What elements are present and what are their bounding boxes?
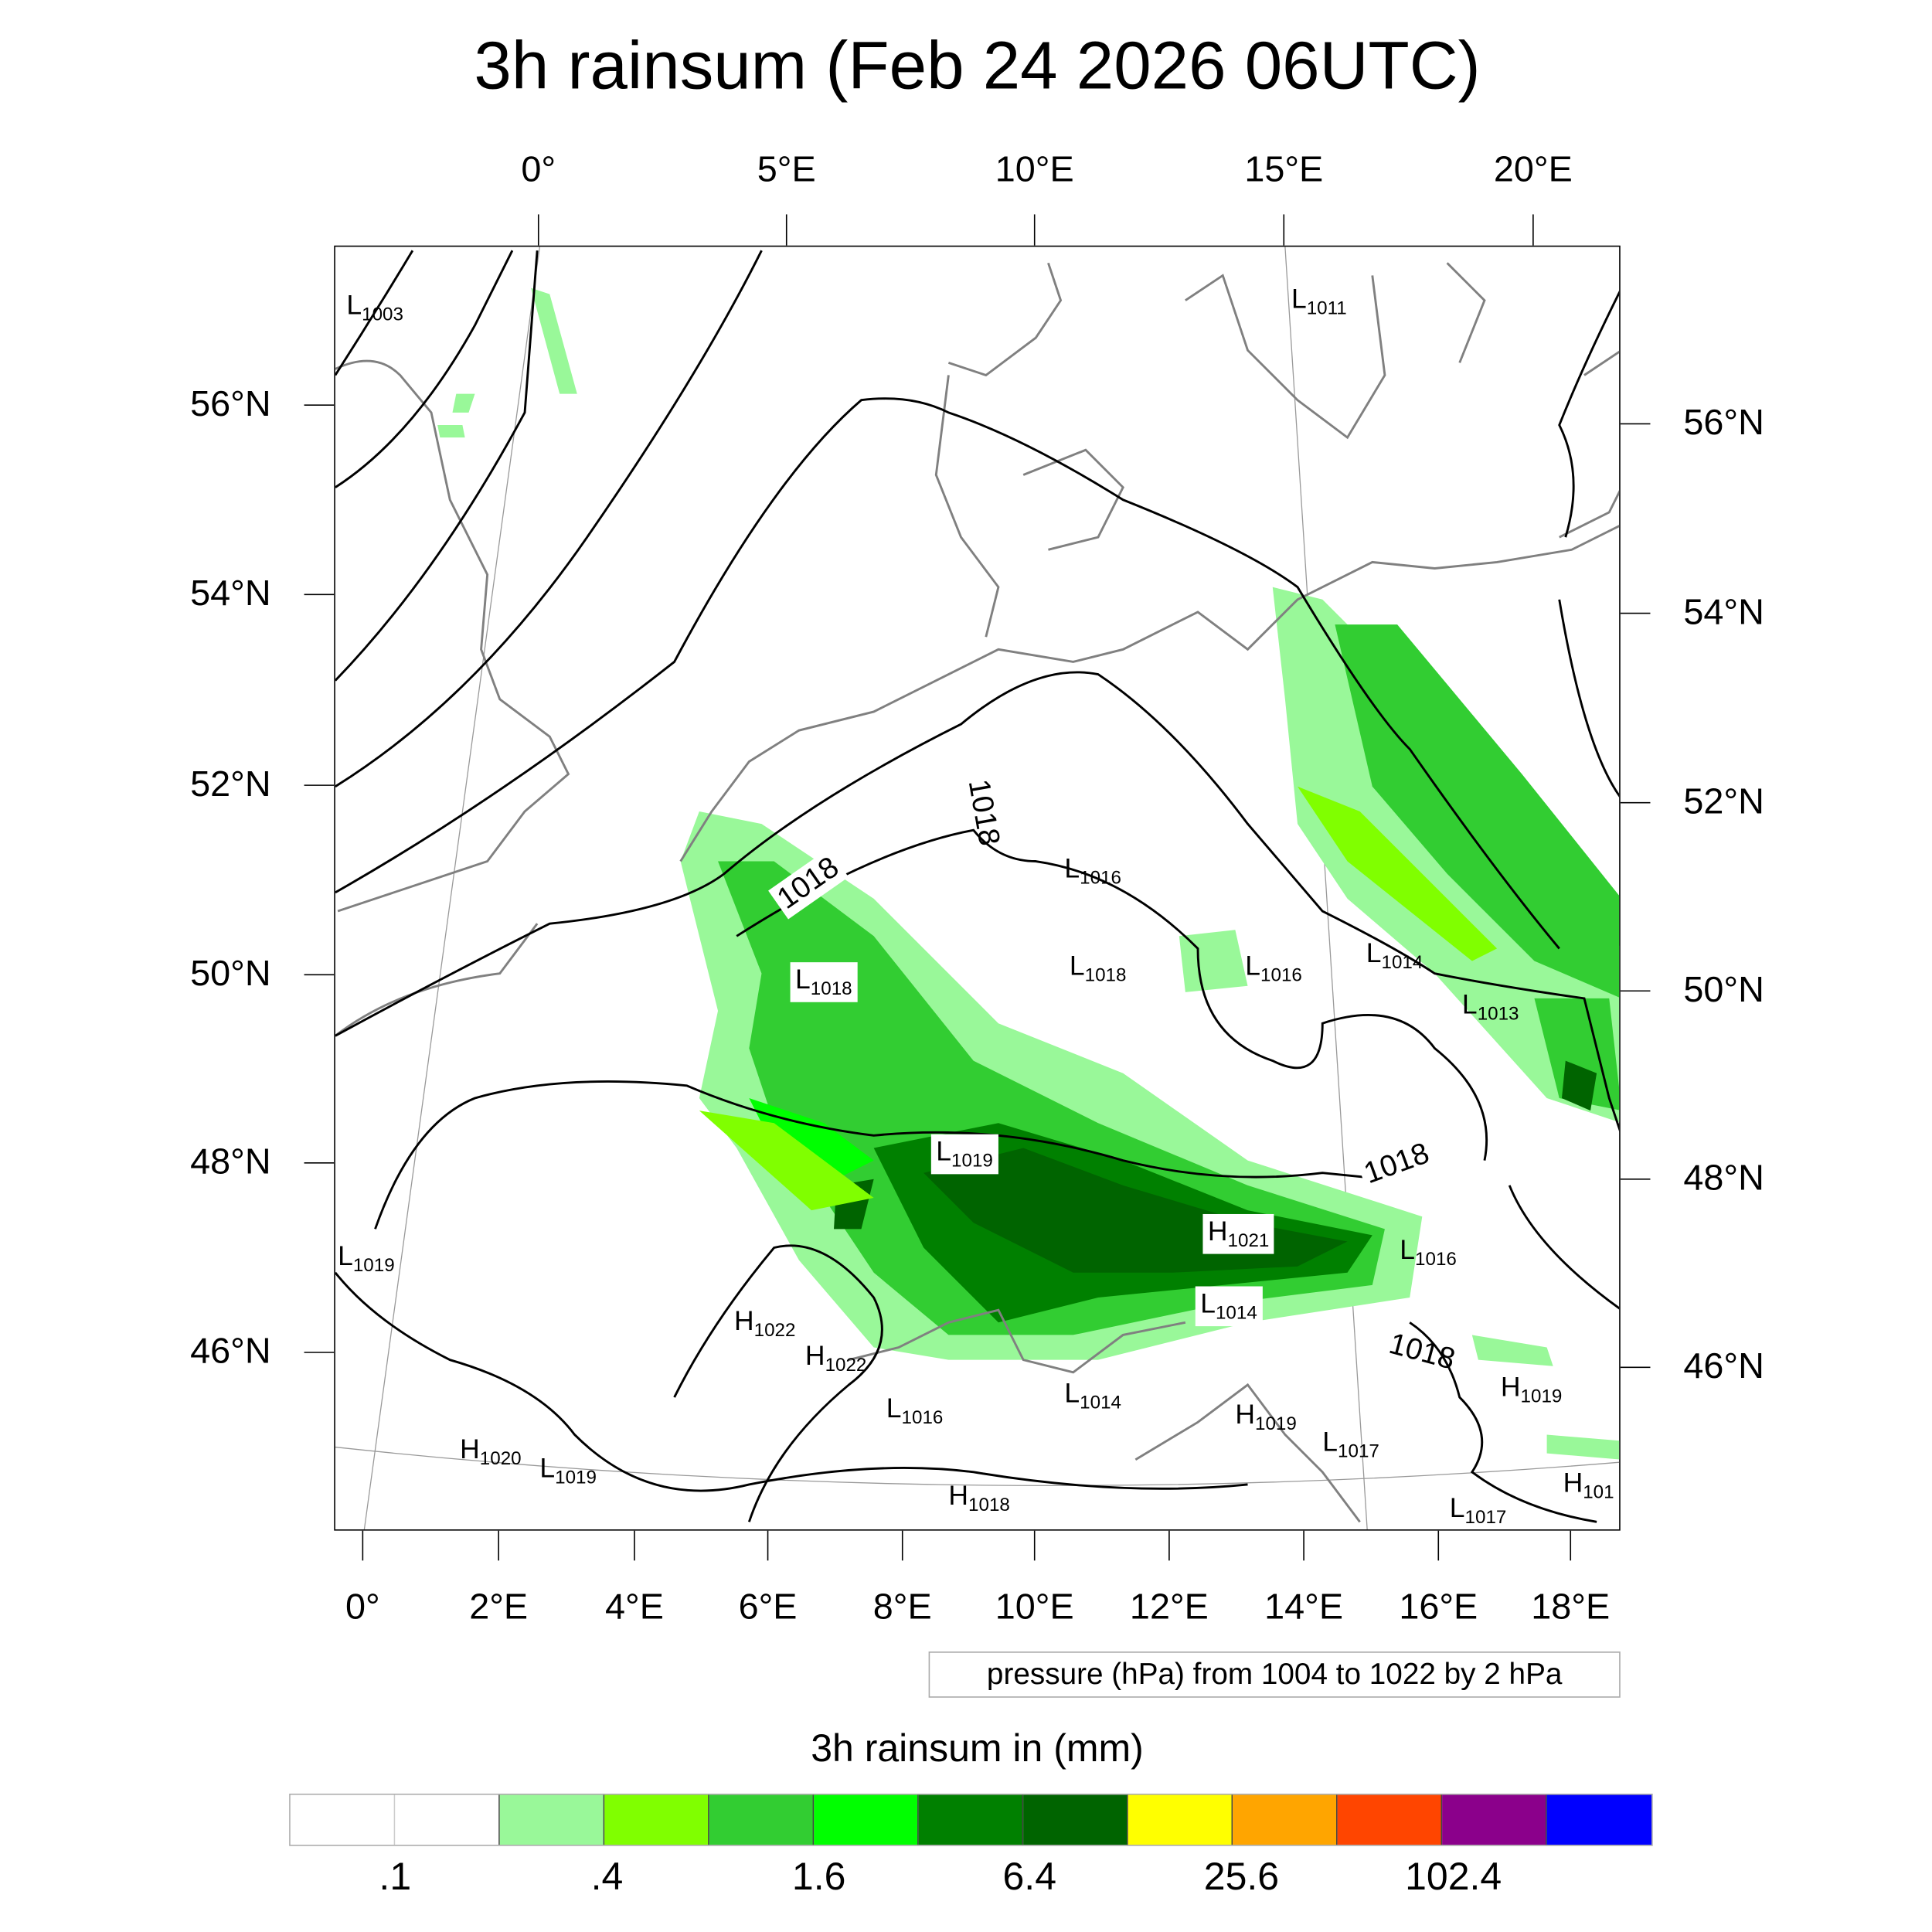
left-lat-label: 56°N bbox=[190, 384, 271, 425]
right-lat-label: 48°N bbox=[1683, 1158, 1764, 1199]
bottom-lon-label: 16°E bbox=[1399, 1587, 1478, 1628]
top-lon-label: 20°E bbox=[1493, 150, 1573, 190]
pressure-center-label: L1014 bbox=[1366, 937, 1423, 974]
pressure-center-label: L1016 bbox=[1245, 950, 1302, 986]
bottom-lon-label: 8°E bbox=[872, 1587, 932, 1628]
colorbar-swatch bbox=[1442, 1794, 1547, 1845]
pressure-center-label: L1013 bbox=[1461, 988, 1519, 1025]
bottom-lon-label: 0° bbox=[345, 1587, 380, 1628]
colorbar-label: .4 bbox=[590, 1854, 624, 1899]
right-lat-label: 52°N bbox=[1683, 782, 1764, 822]
colorbar-swatch bbox=[395, 1794, 500, 1845]
colorbar-label: 6.4 bbox=[1002, 1854, 1057, 1899]
rain-field bbox=[437, 287, 1620, 1460]
graticule bbox=[335, 247, 1620, 1530]
right-lat-label: 54°N bbox=[1683, 592, 1764, 633]
colorbar-title: 3h rainsum in (mm) bbox=[811, 1726, 1144, 1770]
bottom-lon-label: 4°E bbox=[604, 1587, 664, 1628]
pressure-center-label: H1020 bbox=[460, 1433, 522, 1470]
pressure-legend: pressure (hPa) from 1004 to 1022 by 2 hP… bbox=[928, 1651, 1621, 1698]
pressure-center-label: H1022 bbox=[804, 1339, 867, 1376]
pressure-center-label: L1017 bbox=[1449, 1492, 1507, 1529]
coastlines bbox=[335, 262, 1620, 1523]
bottom-lon-label: 10°E bbox=[995, 1587, 1074, 1628]
pressure-center-label: L1016 bbox=[886, 1392, 944, 1429]
map-title: 3h rainsum (Feb 24 2026 06UTC) bbox=[474, 29, 1481, 104]
colorbar-swatch bbox=[814, 1794, 919, 1845]
pressure-center-label: H1018 bbox=[948, 1479, 1010, 1516]
colorbar-swatch bbox=[499, 1794, 605, 1845]
colorbar-swatch bbox=[709, 1794, 815, 1845]
pressure-center-label: L1011 bbox=[1291, 283, 1347, 319]
pressure-center-label: L1019 bbox=[930, 1134, 998, 1175]
pressure-center-label: H1021 bbox=[1202, 1213, 1274, 1254]
colorbar-label: 25.6 bbox=[1203, 1854, 1280, 1899]
colorbar-swatch bbox=[1233, 1794, 1338, 1845]
pressure-center-label: L1016 bbox=[1400, 1233, 1457, 1270]
bottom-lon-label: 6°E bbox=[738, 1587, 798, 1628]
pressure-center-label: L1014 bbox=[1195, 1286, 1263, 1327]
left-lat-label: 50°N bbox=[190, 954, 271, 995]
left-lat-label: 48°N bbox=[190, 1142, 271, 1182]
colorbar bbox=[289, 1793, 1653, 1846]
right-lat-label: 46°N bbox=[1683, 1346, 1764, 1387]
left-lat-label: 46°N bbox=[190, 1332, 271, 1372]
colorbar-swatch bbox=[1023, 1794, 1128, 1845]
right-lat-label: 50°N bbox=[1683, 970, 1764, 1011]
pressure-center-label: H101 bbox=[1563, 1467, 1614, 1504]
top-lon-label: 10°E bbox=[995, 150, 1074, 190]
colorbar-swatch bbox=[918, 1794, 1024, 1845]
colorbar-label: 102.4 bbox=[1405, 1854, 1502, 1899]
left-lat-label: 54°N bbox=[190, 573, 271, 614]
pressure-center-label: L1003 bbox=[346, 289, 403, 325]
pressure-center-label: L1018 bbox=[790, 962, 858, 1002]
left-lat-label: 52°N bbox=[190, 764, 271, 805]
map-panel[interactable]: L1003 L1011 L1016 L1018 L1018 L1016 L101… bbox=[334, 245, 1621, 1531]
pressure-center-label: H1019 bbox=[1500, 1371, 1563, 1407]
pressure-center-label: L1016 bbox=[1064, 852, 1122, 889]
bottom-lon-label: 12°E bbox=[1129, 1587, 1209, 1628]
colorbar-swatch bbox=[1337, 1794, 1443, 1845]
bottom-lon-label: 18°E bbox=[1531, 1587, 1611, 1628]
pressure-center-label: L1017 bbox=[1322, 1426, 1379, 1462]
pressure-center-label: H1022 bbox=[733, 1304, 796, 1342]
colorbar-swatch bbox=[290, 1794, 396, 1845]
pressure-center-label: L1019 bbox=[539, 1452, 597, 1488]
bottom-lon-label: 2°E bbox=[469, 1587, 529, 1628]
pressure-center-label: H1019 bbox=[1235, 1398, 1297, 1435]
right-lat-label: 56°N bbox=[1683, 403, 1764, 444]
colorbar-swatch bbox=[1128, 1794, 1233, 1845]
bottom-lon-label: 14°E bbox=[1264, 1587, 1344, 1628]
colorbar-swatch bbox=[604, 1794, 709, 1845]
top-lon-label: 0° bbox=[521, 150, 556, 190]
pressure-center-label: L1019 bbox=[338, 1240, 395, 1277]
colorbar-swatch bbox=[1546, 1794, 1652, 1845]
pressure-center-label: L1014 bbox=[1064, 1377, 1122, 1414]
colorbar-label: .1 bbox=[379, 1854, 412, 1899]
isobars bbox=[335, 250, 1620, 1523]
top-lon-label: 5°E bbox=[757, 150, 816, 190]
colorbar-label: 1.6 bbox=[791, 1854, 846, 1899]
tick-marks bbox=[304, 214, 1651, 1561]
pressure-center-label: L1018 bbox=[1069, 950, 1127, 986]
top-lon-label: 15°E bbox=[1244, 150, 1324, 190]
